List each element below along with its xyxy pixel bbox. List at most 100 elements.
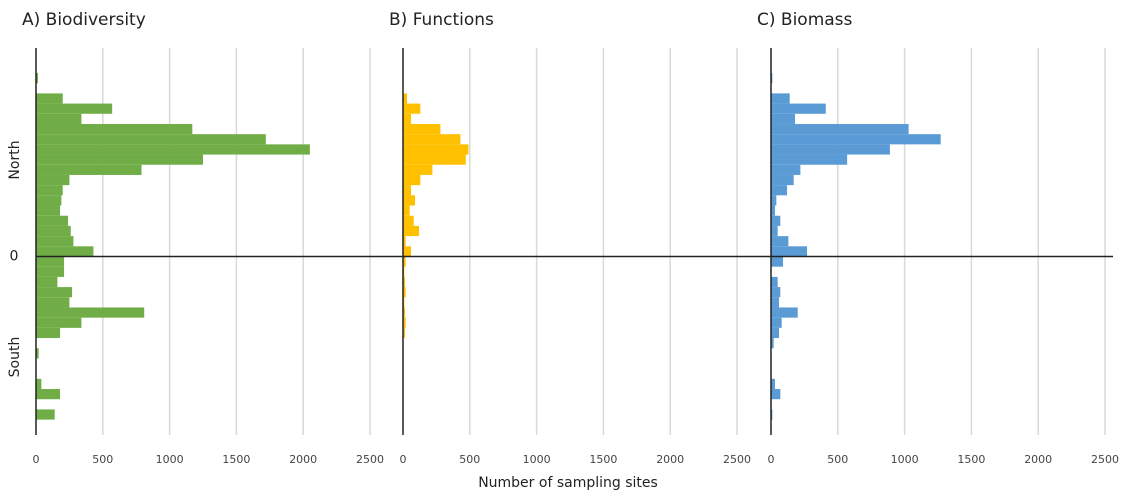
x-tick-label: 1000	[523, 453, 551, 466]
x-axis-label: Number of sampling sites	[478, 475, 658, 491]
bar	[403, 246, 412, 257]
bar	[36, 297, 70, 308]
x-tick-label: 1500	[957, 453, 985, 466]
bar	[36, 73, 39, 84]
bar	[771, 378, 776, 390]
bar	[403, 307, 406, 318]
bar	[36, 195, 62, 206]
bar	[771, 174, 794, 186]
bar	[36, 409, 55, 420]
bar	[36, 256, 65, 267]
bar	[36, 266, 65, 277]
bar	[36, 378, 42, 390]
panel-title: A) Biodiversity	[22, 10, 146, 30]
bar	[403, 256, 406, 267]
bar	[771, 164, 801, 175]
bar	[771, 185, 788, 196]
x-tick-label: 2000	[1024, 453, 1052, 466]
bar	[36, 276, 58, 288]
bar	[771, 317, 782, 328]
x-tick-label: 2000	[289, 453, 317, 466]
bar	[36, 185, 63, 196]
bar	[771, 287, 781, 298]
bar	[36, 287, 73, 298]
x-tick-label: 0	[768, 453, 775, 466]
x-tick-label: 2500	[723, 453, 751, 466]
bar	[771, 113, 796, 124]
bar	[36, 134, 266, 145]
bar	[403, 103, 421, 114]
bar	[403, 225, 420, 237]
bar	[36, 103, 113, 114]
x-tick-label: 2000	[656, 453, 684, 466]
bar	[771, 134, 941, 145]
bar	[36, 236, 74, 247]
bar	[771, 307, 798, 318]
bar	[36, 327, 61, 339]
x-tick-label: 2500	[1091, 453, 1119, 466]
bar	[36, 317, 82, 328]
bar	[403, 327, 406, 339]
bar	[771, 327, 780, 339]
x-tick-label: 1500	[589, 453, 617, 466]
bar	[771, 93, 790, 104]
bar	[771, 256, 784, 267]
x-tick-label: 1000	[891, 453, 919, 466]
bar	[403, 215, 414, 226]
bar	[36, 93, 63, 104]
bar	[36, 113, 82, 124]
panel-title: B) Functions	[389, 10, 494, 30]
bar	[403, 144, 469, 155]
x-tick-label: 500	[92, 453, 113, 466]
bar	[36, 348, 39, 359]
x-tick-label: 2500	[356, 453, 384, 466]
bar	[771, 195, 777, 206]
bar	[403, 195, 416, 206]
x-tick-label: 1500	[222, 453, 250, 466]
bar	[771, 225, 778, 237]
bar	[36, 154, 203, 165]
bar	[403, 123, 441, 135]
y-tick-label: 0	[10, 249, 19, 265]
bar	[771, 246, 808, 257]
bar	[403, 185, 412, 196]
bar	[403, 164, 433, 175]
bar	[36, 389, 61, 400]
bar	[36, 123, 193, 135]
bar	[36, 225, 71, 237]
bar	[36, 144, 310, 155]
panel-title: C) Biomass	[757, 10, 853, 30]
bar	[36, 246, 94, 257]
bar	[36, 307, 145, 318]
bar	[403, 113, 412, 124]
bar	[771, 154, 848, 165]
bar	[771, 389, 781, 400]
bar	[771, 123, 909, 135]
bar	[36, 215, 69, 226]
bar	[36, 205, 61, 216]
bar	[403, 134, 461, 145]
bar	[771, 236, 789, 247]
x-tick-label: 500	[459, 453, 480, 466]
north-label: North	[7, 140, 23, 179]
x-tick-label: 1000	[156, 453, 184, 466]
bar	[403, 93, 408, 104]
bar	[403, 205, 410, 216]
bar	[771, 144, 890, 155]
x-tick-label: 500	[827, 453, 848, 466]
bar	[403, 276, 406, 288]
bar	[771, 103, 826, 114]
bar	[403, 317, 406, 328]
x-tick-label: 0	[33, 453, 40, 466]
south-label: South	[7, 337, 23, 378]
bar	[771, 276, 778, 288]
bar	[36, 174, 70, 186]
bar	[771, 215, 781, 226]
bar	[403, 154, 466, 165]
x-tick-label: 0	[400, 453, 407, 466]
bar	[403, 174, 421, 186]
bar	[403, 287, 406, 298]
bar	[36, 164, 142, 175]
bar	[771, 297, 780, 308]
